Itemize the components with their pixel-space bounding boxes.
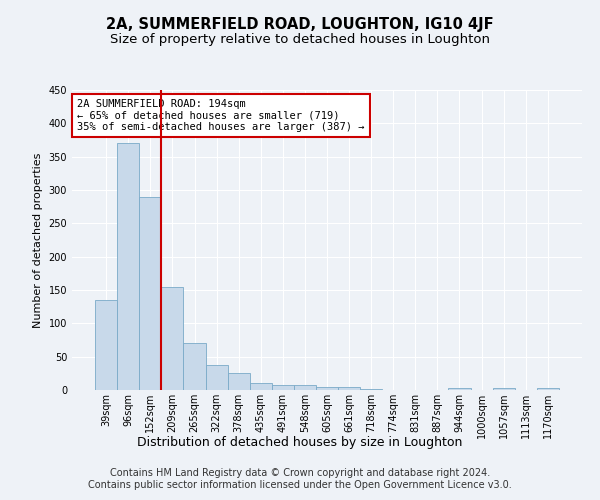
- Bar: [360, 388, 382, 390]
- Bar: [95, 300, 117, 390]
- Bar: [493, 388, 515, 390]
- Text: Size of property relative to detached houses in Loughton: Size of property relative to detached ho…: [110, 32, 490, 46]
- Bar: [184, 344, 206, 390]
- Y-axis label: Number of detached properties: Number of detached properties: [33, 152, 43, 328]
- Text: 2A SUMMERFIELD ROAD: 194sqm
← 65% of detached houses are smaller (719)
35% of se: 2A SUMMERFIELD ROAD: 194sqm ← 65% of det…: [77, 99, 365, 132]
- Bar: [206, 366, 227, 390]
- Bar: [227, 374, 250, 390]
- Text: Contains public sector information licensed under the Open Government Licence v3: Contains public sector information licen…: [88, 480, 512, 490]
- Text: 2A, SUMMERFIELD ROAD, LOUGHTON, IG10 4JF: 2A, SUMMERFIELD ROAD, LOUGHTON, IG10 4JF: [106, 18, 494, 32]
- Bar: [448, 388, 470, 390]
- Bar: [316, 388, 338, 390]
- Bar: [161, 286, 184, 390]
- Bar: [537, 388, 559, 390]
- Bar: [272, 384, 294, 390]
- Text: Distribution of detached houses by size in Loughton: Distribution of detached houses by size …: [137, 436, 463, 449]
- Bar: [338, 388, 360, 390]
- Bar: [139, 196, 161, 390]
- Text: Contains HM Land Registry data © Crown copyright and database right 2024.: Contains HM Land Registry data © Crown c…: [110, 468, 490, 477]
- Bar: [250, 384, 272, 390]
- Bar: [117, 144, 139, 390]
- Bar: [294, 386, 316, 390]
